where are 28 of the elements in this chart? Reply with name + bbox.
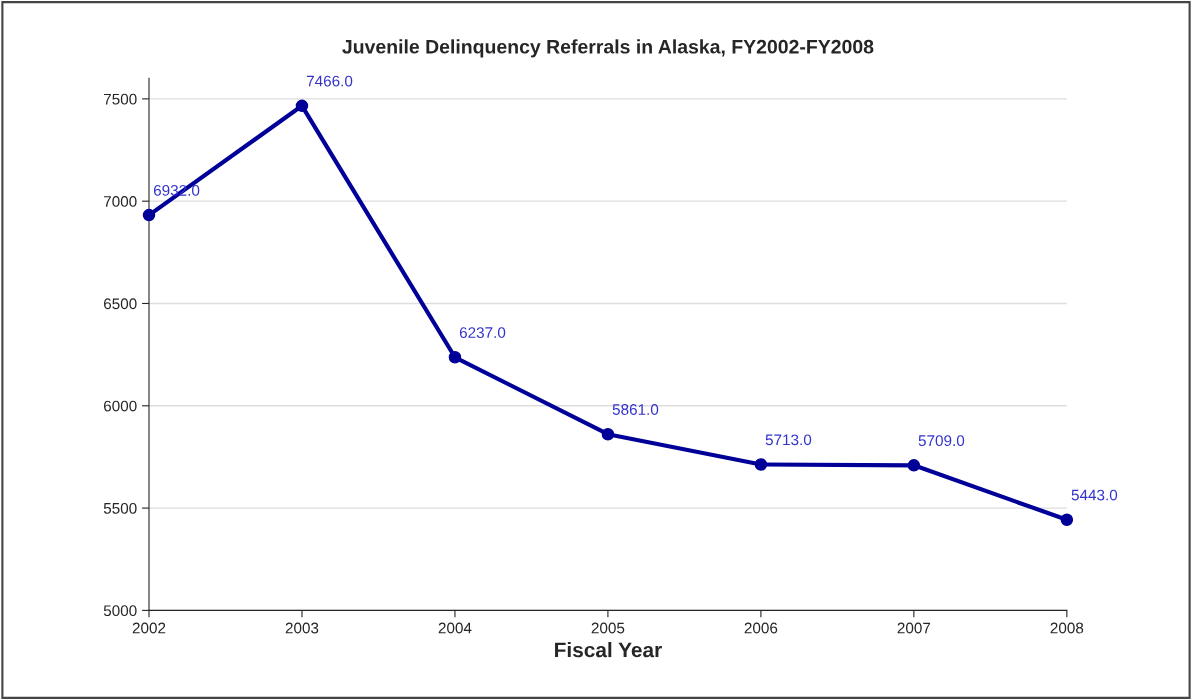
- y-tick-label: 5500: [103, 502, 137, 514]
- y-tick-label: 6000: [103, 400, 137, 412]
- point: [907, 459, 921, 472]
- x-tick-label: 2005: [591, 622, 625, 634]
- chart-title: Juvenile Delinquency Referrals in Alaska, FY2002-FY2008: [342, 39, 874, 58]
- point: [754, 458, 768, 471]
- y-tick-label: 6500: [103, 298, 137, 310]
- data-label: 5443.0: [1071, 489, 1118, 501]
- data-label: 5861.0: [612, 404, 659, 415]
- point: [601, 427, 615, 441]
- y-tick-label: 7500: [103, 93, 137, 105]
- x-tick-label: 2003: [285, 622, 319, 634]
- data-label: 5709.0: [918, 435, 965, 447]
- x-tick-label: 2007: [897, 622, 931, 634]
- x-tick-label: 2008: [1050, 622, 1084, 634]
- x-tick-label: 2002: [132, 622, 166, 634]
- point: [448, 351, 462, 364]
- x-axis-title: Fiscal Year: [555, 642, 662, 658]
- point: [142, 208, 156, 222]
- x-tick-label: 2006: [744, 622, 778, 634]
- x-tick-label: 2004: [438, 622, 472, 634]
- data-label: 6237.0: [459, 327, 506, 338]
- point: [1060, 513, 1074, 527]
- point: [295, 99, 309, 113]
- data-label: 7466.0: [306, 75, 353, 87]
- data-label: 5713.0: [765, 434, 812, 446]
- y-tick-label: 7000: [103, 196, 137, 207]
- y-tick-label: 5000: [103, 605, 137, 617]
